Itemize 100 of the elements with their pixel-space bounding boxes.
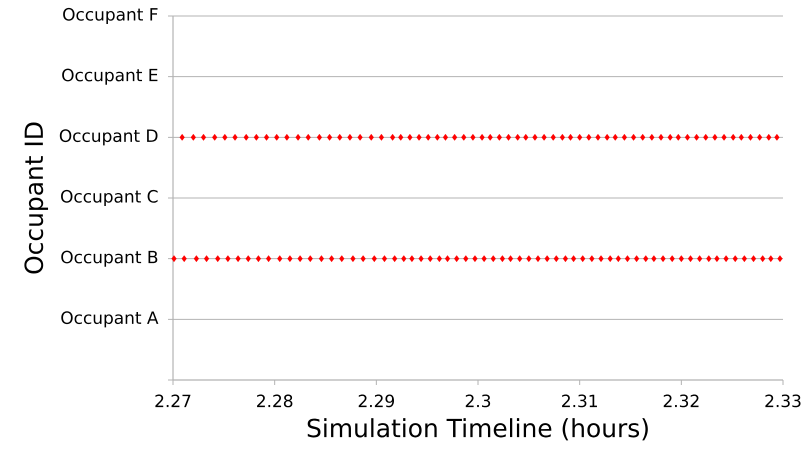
point	[608, 255, 613, 262]
point	[378, 134, 384, 141]
point	[612, 134, 618, 141]
point	[171, 255, 177, 262]
point	[554, 255, 559, 262]
point	[409, 255, 415, 262]
y-tick-label: Occupant F	[63, 8, 158, 24]
point	[750, 255, 756, 262]
point	[532, 134, 538, 141]
point	[287, 255, 293, 262]
point	[434, 134, 440, 141]
point	[544, 255, 550, 262]
point	[658, 134, 664, 141]
point	[634, 255, 640, 262]
point	[562, 255, 568, 262]
point	[723, 255, 729, 262]
point	[308, 255, 313, 262]
point	[768, 255, 774, 262]
point	[244, 134, 249, 141]
point	[643, 255, 648, 262]
point	[712, 134, 718, 141]
point	[660, 255, 666, 262]
point	[372, 255, 377, 262]
point	[407, 134, 412, 141]
point	[500, 255, 506, 262]
point	[297, 255, 303, 262]
point	[264, 134, 270, 141]
point	[668, 134, 673, 141]
point	[517, 255, 522, 262]
point	[515, 134, 520, 141]
y-tick-label: Occupant B	[61, 250, 158, 267]
point	[535, 255, 541, 262]
point	[390, 134, 396, 141]
point	[339, 255, 344, 262]
x-axis-title: Simulation Timeline (hours)	[308, 418, 648, 440]
point	[463, 255, 468, 262]
point	[180, 134, 185, 141]
point	[222, 134, 228, 141]
point	[316, 134, 322, 141]
point	[624, 255, 630, 262]
point	[496, 134, 502, 141]
point	[748, 134, 754, 141]
point	[194, 255, 199, 262]
point	[398, 134, 404, 141]
point	[622, 134, 628, 141]
point	[318, 255, 324, 262]
point	[256, 255, 262, 262]
point	[738, 134, 744, 141]
point	[337, 134, 342, 141]
point	[428, 255, 433, 262]
point	[570, 255, 576, 262]
point	[568, 134, 574, 141]
point	[616, 255, 621, 262]
point	[284, 134, 290, 141]
x-tick-label: 2.29	[358, 394, 394, 408]
point	[212, 134, 218, 141]
point	[589, 255, 594, 262]
point	[470, 134, 476, 141]
point	[577, 134, 582, 141]
point	[604, 134, 610, 141]
point	[418, 255, 424, 262]
point	[766, 134, 772, 141]
point	[595, 134, 601, 141]
point	[550, 134, 556, 141]
point	[295, 134, 301, 141]
point	[215, 255, 220, 262]
point	[684, 134, 690, 141]
point	[694, 134, 700, 141]
point	[580, 255, 586, 262]
point	[490, 255, 496, 262]
point	[382, 255, 388, 262]
y-tick-label: Occupant C	[61, 190, 158, 206]
point	[360, 255, 366, 262]
point	[482, 255, 487, 262]
point	[703, 134, 708, 141]
point	[676, 134, 681, 141]
point	[479, 134, 485, 141]
x-tick-label: 2.28	[257, 394, 292, 408]
point	[640, 134, 646, 141]
point	[678, 255, 684, 262]
point	[235, 255, 241, 262]
point	[774, 134, 780, 141]
point	[488, 134, 493, 141]
point	[347, 134, 353, 141]
point	[630, 134, 636, 141]
point	[523, 134, 528, 141]
point	[329, 255, 334, 262]
point	[714, 255, 720, 262]
point	[274, 134, 280, 141]
y-tick-label: Occupant D	[60, 129, 158, 146]
point	[721, 134, 727, 141]
point	[651, 255, 656, 262]
point	[426, 134, 431, 141]
point	[541, 134, 547, 141]
point	[472, 255, 478, 262]
point	[266, 255, 272, 262]
point	[392, 255, 398, 262]
x-tick-label: 2.31	[562, 394, 597, 408]
point	[598, 255, 604, 262]
point	[246, 255, 251, 262]
